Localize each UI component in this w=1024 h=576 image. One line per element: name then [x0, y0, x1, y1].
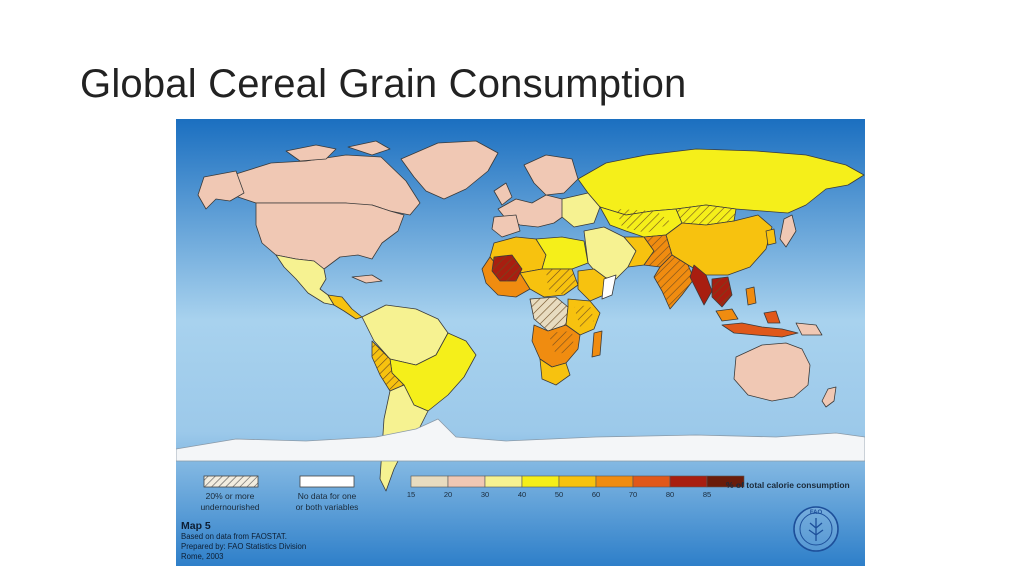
papua [795, 322, 823, 336]
caribbean [351, 274, 383, 284]
madagascar [591, 330, 603, 358]
world-map-figure: 20% or more undernourished No data for o… [176, 119, 865, 566]
india-hatch [654, 255, 694, 309]
scale-tick-80: 80 [666, 490, 674, 499]
korea [765, 228, 777, 246]
antarctica [176, 418, 865, 462]
afghanistan-hatch [644, 235, 672, 267]
scale-tick-30: 30 [481, 490, 489, 499]
central-africa-hatch [530, 297, 568, 331]
southern-africa-hatch [548, 331, 574, 355]
indonesia [721, 310, 799, 338]
malaysia [715, 308, 739, 322]
fao-logo: FAO [793, 506, 839, 552]
scale-tick-85: 85 [703, 490, 711, 499]
scale-caption: % of total calorie consumption [726, 480, 850, 490]
scale-bin-30–40 [484, 475, 523, 488]
central-america [327, 294, 363, 320]
iberia [491, 214, 521, 238]
no-data-label-line1: No data for one [298, 491, 357, 501]
scale-bin-50–60 [558, 475, 597, 488]
united-states [255, 202, 405, 270]
bangladesh-myanmar [689, 264, 713, 306]
scale-bin-40–50 [521, 475, 560, 488]
arctic-islands [285, 140, 391, 162]
undernourished-swatch [203, 475, 259, 488]
no-data-swatch [299, 475, 355, 488]
greenland [400, 140, 499, 200]
scale-bin-60–70 [595, 475, 634, 488]
map-number: Map 5 [181, 520, 211, 532]
info-line-3: Rome, 2003 [181, 552, 223, 561]
scale-tick-70: 70 [629, 490, 637, 499]
scale-tick-50: 50 [555, 490, 563, 499]
color-scale: 15 20 30 40 50 60 70 80 85 [407, 475, 745, 499]
mongolia-hatch [676, 205, 736, 225]
australia [733, 342, 811, 402]
undernourished-label-line2: undernourished [200, 502, 259, 512]
uk-ireland [493, 182, 513, 206]
japan [779, 214, 797, 248]
sahel-hatch [546, 269, 578, 295]
south-africa [539, 358, 571, 386]
scale-bin-85+ [706, 475, 745, 488]
scale-bin-15–20 [410, 475, 449, 488]
undernourished-label-line1: 20% or more [206, 491, 255, 501]
info-line-2: Prepared by: FAO Statistics Division [181, 542, 306, 551]
scale-tick-40: 40 [518, 490, 526, 499]
scale-tick-20: 20 [444, 490, 452, 499]
scale-bin-20–30 [447, 475, 486, 488]
indochina-hatch [712, 277, 732, 307]
bolivia-hatch [372, 341, 404, 391]
alaska [197, 170, 245, 210]
scale-tick-15: 15 [407, 490, 415, 499]
west-africa-hatch [492, 255, 522, 281]
fao-logo-text: FAO [810, 510, 823, 516]
no-data-label-line2: or both variables [296, 502, 359, 512]
somalia [601, 274, 617, 300]
scale-bin-80–85 [669, 475, 708, 488]
slide-title: Global Cereal Grain Consumption [80, 62, 687, 106]
central-asia-hatch [616, 209, 672, 233]
new-zealand [821, 386, 837, 408]
scandinavia [523, 154, 579, 196]
east-africa-hatch [574, 305, 594, 327]
philippines [745, 286, 757, 306]
scale-bin-70–80 [632, 475, 671, 488]
scale-tick-60: 60 [592, 490, 600, 499]
info-line-1: Based on data from FAOSTAT. [181, 532, 287, 541]
